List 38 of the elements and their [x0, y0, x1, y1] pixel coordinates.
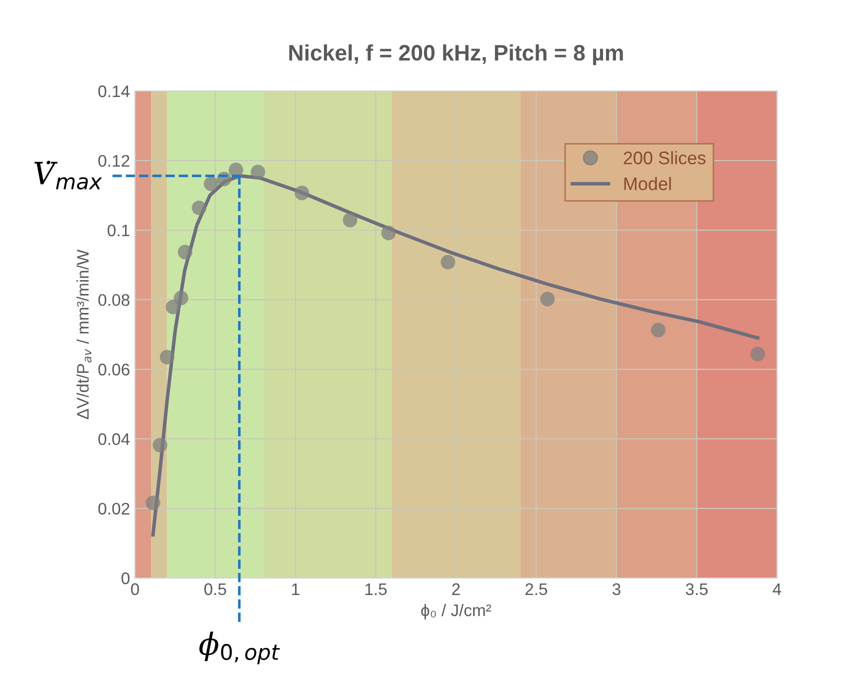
point: [440, 254, 456, 270]
point: [146, 496, 160, 510]
legend-label: Model: [624, 176, 671, 190]
x-tick-label: 3.5: [686, 583, 708, 596]
x-tick-label: 0.5: [204, 583, 226, 596]
point: [204, 176, 218, 192]
point: [178, 244, 192, 260]
x-tick-label: 1: [292, 583, 300, 595]
point: [750, 346, 766, 362]
point: [381, 226, 396, 240]
x-axis-title: ϕ₀ / J/cm²: [421, 604, 492, 620]
point: [160, 350, 174, 364]
point: [294, 186, 310, 200]
x-tick-label: 0: [131, 583, 139, 596]
y-tick-label: 0.02: [98, 502, 130, 515]
x-tick-label: 4: [772, 583, 782, 595]
y-tick-label: 0.1: [108, 224, 130, 236]
point: [650, 322, 666, 338]
y-tick-label: 0.06: [98, 364, 130, 376]
y-tick-label: 0: [122, 572, 130, 584]
ref-line-label: ϕ$_{0,opt}$: [199, 632, 280, 664]
point: [152, 438, 168, 452]
x-tick-label: 3: [612, 583, 620, 596]
point: [166, 300, 180, 314]
x-tick-label: 2.5: [526, 583, 548, 596]
x-tick-label: 1.5: [365, 583, 387, 596]
chart-title: Nickel, f = 200 kHz, Pitch = 8 µm: [289, 44, 623, 66]
x-tick-label: 2: [452, 583, 460, 595]
legend-label: 200 Slices: [624, 151, 706, 164]
y-tick-label: 0.14: [98, 85, 130, 98]
point: [540, 292, 555, 306]
y-axis-title: ΔV/dt/P$_{av}$ / mm³/min/W: [76, 249, 92, 420]
point: [342, 212, 358, 228]
point: [192, 200, 206, 216]
y-tick-label: 0.08: [98, 294, 130, 306]
point: [174, 290, 188, 306]
point: [250, 164, 266, 180]
y-tick-label: 0.04: [98, 433, 130, 446]
